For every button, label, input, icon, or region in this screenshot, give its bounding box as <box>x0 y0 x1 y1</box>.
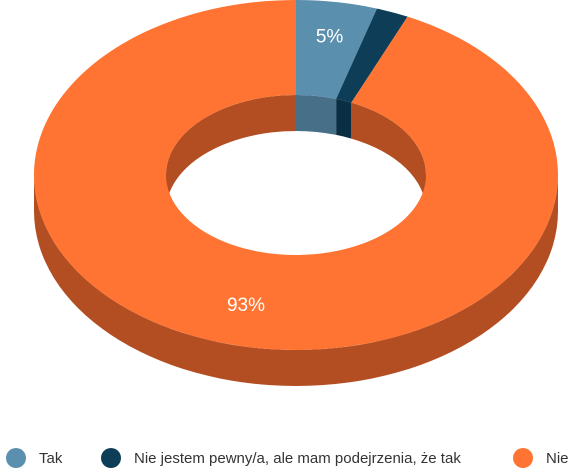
data-label-nie: 93% <box>227 295 265 316</box>
legend-marker-tak <box>6 448 26 468</box>
inner-wall-nie-1 <box>166 95 296 211</box>
legend-item-nie-jestem-pewny[interactable]: Nie jestem pewny/a, ale mam podejrzenia,… <box>101 446 461 470</box>
inner-wall-nie-jestem-pewny-a-ale-mam-podejrzenia-z-e-tak-0 <box>336 98 352 139</box>
legend-marker-nie <box>513 448 533 468</box>
legend-item-tak[interactable]: Tak <box>6 446 62 470</box>
data-label-tak: 5% <box>316 27 344 48</box>
legend-label-nie: Nie <box>546 449 569 467</box>
slice-tak[interactable] <box>296 0 377 99</box>
slice-nie-jestem-pewny-a-ale-mam-podejrzenia-z-e-tak[interactable] <box>336 8 408 103</box>
legend-marker-nie-jestem-pewny <box>101 448 121 468</box>
legend: Tak Nie jestem pewny/a, ale mam podejrze… <box>0 446 584 470</box>
inner-wall-tak-0 <box>296 95 337 135</box>
donut-side-walls <box>34 95 558 386</box>
donut-top-faces <box>33 0 558 351</box>
legend-label-nie-jestem-pewny: Nie jestem pewny/a, ale mam podejrzenia,… <box>134 449 461 467</box>
slice-nie[interactable] <box>33 0 558 351</box>
legend-item-nie[interactable]: Nie <box>513 446 569 470</box>
data-labels: 5% 93% <box>227 27 343 317</box>
legend-label-tak: Tak <box>39 449 63 467</box>
outer-wall-nie <box>34 175 558 386</box>
inner-wall-nie-0 <box>351 102 426 211</box>
